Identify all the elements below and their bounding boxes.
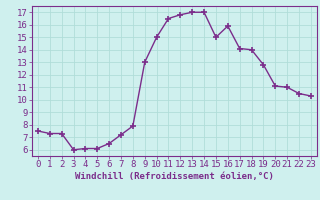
X-axis label: Windchill (Refroidissement éolien,°C): Windchill (Refroidissement éolien,°C) [75, 172, 274, 181]
